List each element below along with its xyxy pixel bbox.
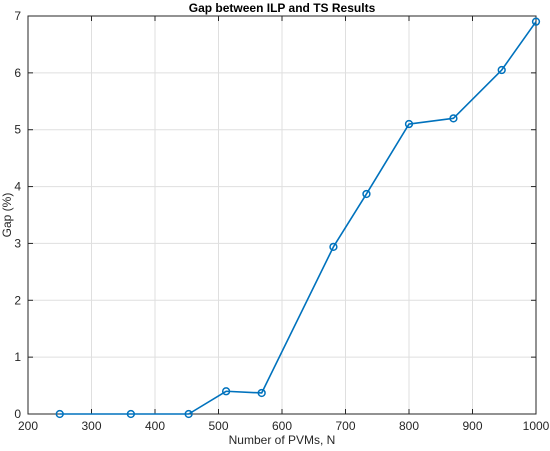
data-point-marker [449,114,458,123]
y-tick-label: 6 [14,66,21,80]
x-tick-label: 1000 [523,419,550,433]
data-point-marker [55,409,64,419]
x-tick-label: 600 [272,419,292,433]
y-tick-label: 3 [14,236,21,250]
data-point-marker [221,387,231,396]
x-tick-label: 200 [18,419,38,433]
data-point-marker [329,242,338,251]
data-point-marker [531,17,541,26]
data-point-marker [257,388,266,398]
data-point-marker [497,65,506,75]
y-tick-label: 2 [14,293,21,307]
data-point-marker [126,409,136,419]
x-tick-label: 400 [145,419,165,433]
y-tick-label: 5 [14,123,21,137]
series-line [59,21,537,415]
chart-title: Gap between ILP and TS Results [189,1,376,15]
axis-ticks: 200 300 400 500 600 700 800 900 1000 0 1 2 3 4 5 6 7 [14,9,549,433]
data-series [55,17,541,419]
x-tick-label: 700 [335,419,355,433]
y-tick-label: 4 [14,180,21,194]
x-tick-label: 300 [81,419,101,433]
y-tick-label: 7 [14,9,21,23]
y-axis-label: Gap (%) [0,193,14,238]
data-point-marker [404,119,414,129]
x-axis-label: Number of PVMs, N [229,433,336,447]
data-point-marker [362,189,371,199]
x-tick-label: 500 [208,419,228,433]
x-tick-label: 900 [462,419,482,433]
y-tick-label: 0 [14,407,21,421]
y-tick-label: 1 [14,350,21,364]
x-tick-label: 800 [399,419,419,433]
data-point-marker [184,409,193,419]
